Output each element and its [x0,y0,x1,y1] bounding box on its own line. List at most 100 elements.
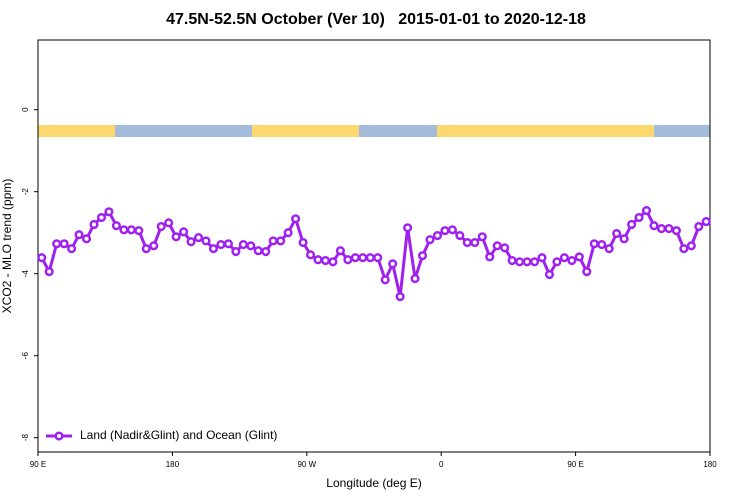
data-point [656,224,667,234]
data-point [283,228,293,238]
data-point [515,257,525,267]
data-point [149,241,159,251]
data-point [552,257,562,267]
data-point [701,217,711,227]
data-point [208,244,219,254]
data-point [59,239,69,249]
data-point [447,225,457,235]
land-ocean-mask [38,125,710,137]
legend: Land (Nadir&Glint) and Ocean (Glint) [46,428,277,442]
data-point [559,253,569,263]
data-point [253,246,263,256]
data-point [574,252,584,262]
y-tick-label: 0 [21,107,30,112]
data-point [335,246,345,256]
data-point [164,218,174,228]
data-point [500,243,510,253]
data-point [470,237,480,248]
data-point [373,253,383,263]
y-tick-label: -4 [21,270,30,278]
data-point [597,240,607,250]
data-point [492,241,502,251]
data-point [171,232,181,242]
x-tick-label: 180 [703,460,717,469]
data-point [664,224,674,234]
data-point [186,237,196,247]
data-point [350,253,360,263]
data-point [417,251,428,261]
data-point [238,240,248,250]
data-point [268,236,278,246]
ocean-band [115,125,252,137]
data-point [246,241,256,251]
data-point [671,226,681,236]
data-point [111,221,121,231]
data-point [604,244,614,254]
data-point [388,259,398,269]
data-point [141,244,151,254]
ocean-band [654,125,710,137]
data-point [291,214,301,224]
data-point [507,256,517,266]
data-point [567,256,577,266]
y-axis-title: XCO2 - MLO trend (ppm) [0,179,14,314]
data-point [634,212,644,223]
land-band [252,125,359,137]
legend-label: Land (Nadir&Glint) and Ocean (Glint) [80,428,277,442]
x-axis-title: Longitude (deg E) [326,476,421,490]
data-point [231,246,241,257]
data-point [156,221,166,232]
ocean-band [359,125,437,137]
data-point [104,207,114,217]
data-point [44,267,54,277]
data-point [276,236,286,246]
data-point [440,226,450,236]
data-point [89,219,99,230]
x-tick-label: 90 E [30,460,46,469]
data-point [261,246,271,257]
data-point [67,244,77,254]
y-tick-label: -6 [21,352,30,360]
plot-frame [37,39,711,453]
data-point [179,227,189,237]
data-point [52,239,62,249]
data-point [380,275,390,285]
land-band [437,125,654,137]
data-point [320,256,331,266]
data-point [403,223,413,233]
data-point [298,237,308,248]
data-point [522,257,532,267]
data-point [126,225,136,235]
data-point [201,236,211,246]
data-point [358,253,368,263]
data-point [81,234,92,244]
data-point [641,205,652,216]
x-tick-label: 90 W [297,460,316,469]
x-tick-label: 90 E [567,460,583,469]
data-point [216,240,226,250]
data-point [649,221,659,231]
data-point [537,253,547,263]
data-point [305,250,316,260]
data-point [686,241,696,251]
data-point [485,252,495,262]
data-point [612,228,622,239]
data-point [582,267,592,277]
data-point [313,255,323,265]
data-point [134,226,144,236]
data-point [328,257,338,267]
data-point [432,230,443,241]
data-point [544,269,555,280]
x-tick-label: 180 [166,460,180,469]
data-point [343,255,353,265]
data-point [223,239,233,249]
land-band [38,125,115,137]
data-point [37,253,47,263]
data-point [627,219,637,230]
legend-swatch-marker [54,431,64,441]
data-point [74,230,84,240]
data-point [455,230,465,241]
data-point [395,292,405,302]
data-line [40,209,708,299]
